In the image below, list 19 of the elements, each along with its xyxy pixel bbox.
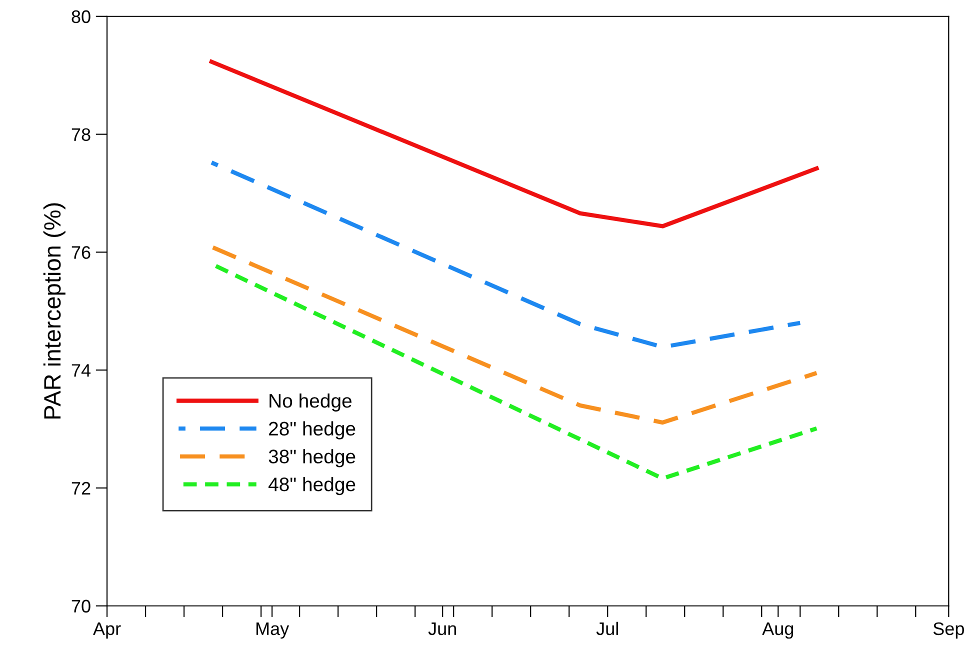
y-tick-label: 72 <box>72 482 90 495</box>
legend-label: 48" hedge <box>268 476 356 496</box>
y-tick-label: 80 <box>72 10 90 24</box>
x-tick-label: Sep <box>933 622 964 639</box>
x-tick-label: Apr <box>93 622 121 639</box>
x-tick-label: Aug <box>762 622 794 639</box>
y-axis-title: PAR interception (%) <box>43 203 66 419</box>
line-series <box>209 160 802 350</box>
y-tick-label: 78 <box>72 128 90 141</box>
x-tick-label: Jun <box>428 622 456 636</box>
legend-label: No hedge <box>270 393 352 412</box>
x-tick-label: Jul <box>596 622 618 636</box>
line-series <box>209 60 819 228</box>
y-tick-label: 70 <box>72 600 90 613</box>
legend-label: 28" hedge <box>269 421 356 440</box>
x-tick-label: May <box>256 622 290 639</box>
legend-label: 38" hedge <box>268 449 356 468</box>
y-tick-label: 76 <box>72 246 90 259</box>
y-tick-label: 74 <box>72 364 91 377</box>
